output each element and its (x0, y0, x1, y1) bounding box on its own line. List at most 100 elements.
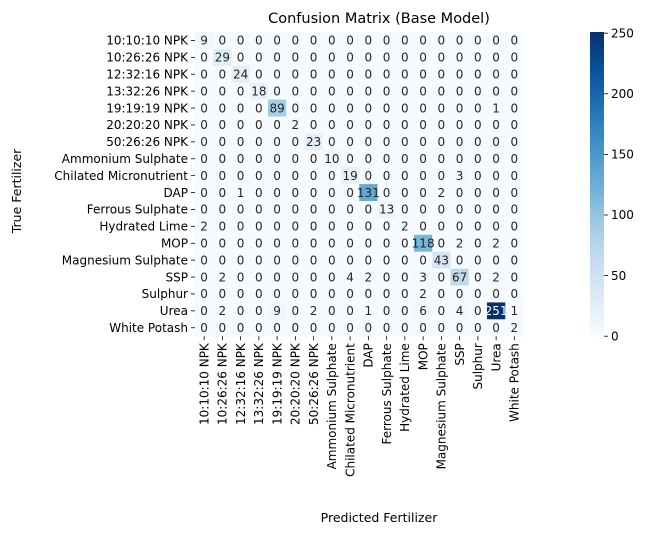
cell-value: 0 (438, 67, 446, 81)
heatmap-cell (213, 65, 232, 84)
cell-value: 0 (438, 220, 446, 234)
cell-value: 0 (328, 186, 336, 200)
cell-value: 2 (401, 220, 409, 234)
heatmap-cell (395, 150, 415, 168)
cell-value: 0 (419, 51, 427, 65)
heatmap-cell (322, 116, 342, 134)
heatmap-cell (322, 82, 342, 100)
heatmap-cell (395, 116, 415, 134)
cell-value: 0 (383, 51, 391, 65)
cell-value: 0 (419, 67, 427, 81)
colorbar-tick-label: 150 (611, 148, 634, 162)
cell-value: 0 (328, 236, 336, 250)
heatmap-cell (195, 65, 214, 84)
cell-value: 0 (438, 135, 446, 149)
x-tick-label: 20:20:20 NPK (289, 342, 303, 425)
heatmap-cell (304, 234, 324, 253)
cell-value: 0 (365, 203, 373, 217)
heatmap-cell (213, 82, 232, 100)
cell-value: 0 (328, 135, 336, 149)
cell-value: 0 (346, 34, 354, 48)
cell-value: 1 (237, 186, 245, 200)
heatmap-cell (286, 150, 305, 168)
cell-value: 19 (342, 169, 357, 183)
cell-value: 43 (434, 253, 449, 267)
cell-value: 2 (365, 270, 373, 284)
cell-value: 89 (269, 101, 284, 115)
cell-value: 0 (328, 51, 336, 65)
colorbar-tick-label: 100 (611, 208, 634, 222)
cell-value: 0 (328, 287, 336, 301)
cell-value: 0 (292, 152, 300, 166)
heatmap-cell (450, 302, 470, 320)
cell-value: 0 (438, 152, 446, 166)
cell-value: 0 (200, 67, 208, 81)
heatmap-cell (395, 184, 415, 202)
heatmap-cell (231, 99, 251, 117)
heatmap-cell (414, 234, 433, 253)
cell-value: 0 (219, 220, 227, 234)
y-tick-label: MOP (161, 236, 188, 250)
heatmap-cell (414, 184, 433, 202)
cell-value: 0 (292, 169, 300, 183)
cell-value: 0 (474, 67, 482, 81)
heatmap-cell (304, 201, 324, 219)
cell-value: 0 (456, 287, 464, 301)
heatmap-cell (450, 133, 470, 151)
cell-value: 0 (511, 270, 519, 284)
heatmap-cell (414, 65, 433, 84)
heatmap-cell (377, 201, 397, 219)
cell-value: 0 (492, 152, 500, 166)
heatmap-cell-labels: 9 0 0 0 0 0 0 0 0 0 0 0 0 0 0 0 0 00 29 0 0 0 0 0 0 0 0 0 0 0 0 0 0 0 00 0 2… (200, 34, 518, 335)
cell-value: 0 (346, 135, 354, 149)
cell-value: 0 (237, 270, 245, 284)
heatmap-cell (286, 116, 305, 134)
heatmap-cell (213, 116, 232, 134)
x-tick-label: Hydrated Lime (398, 343, 412, 432)
heatmap-cell (468, 319, 488, 337)
cell-value: 0 (310, 321, 318, 335)
heatmap-cell (505, 319, 524, 337)
cell-value: 0 (474, 169, 482, 183)
x-tick-label: Ferrous Sulphate (380, 343, 394, 444)
heatmap-cell (395, 32, 415, 50)
heatmap-cell (304, 251, 324, 269)
cell-value: 18 (251, 84, 266, 98)
cell-value: 0 (346, 67, 354, 81)
cell-value: 0 (255, 169, 263, 183)
cell-value: 0 (383, 186, 391, 200)
cell-value: 1 (492, 101, 500, 115)
cell-value: 0 (273, 84, 281, 98)
cell-value: 2 (419, 287, 427, 301)
cell-value: 0 (255, 270, 263, 284)
heatmap-cell (487, 217, 506, 236)
heatmap-cell (432, 217, 451, 236)
y-tick-label: 10:26:26 NPK (106, 51, 189, 65)
cell-value: 0 (365, 135, 373, 149)
cell-value: 0 (438, 236, 446, 250)
y-tick-label: 20:20:20 NPK (106, 118, 189, 132)
heatmap-cell (341, 184, 360, 202)
cell-value: 0 (255, 236, 263, 250)
cell-value: 0 (401, 169, 409, 183)
cell-value: 0 (365, 169, 373, 183)
heatmap-cell (322, 217, 342, 236)
heatmap-cell (268, 302, 287, 320)
heatmap-cell (487, 82, 506, 100)
cell-value: 0 (456, 203, 464, 217)
heatmap-cell (286, 184, 305, 202)
heatmap-cell (468, 150, 488, 168)
cell-value: 0 (511, 169, 519, 183)
heatmap-cell (359, 217, 378, 236)
y-tick-label: 12:32:16 NPK (106, 67, 189, 81)
heatmap-cell (231, 234, 251, 253)
heatmap-cell (322, 184, 342, 202)
heatmap-cell (249, 217, 269, 236)
heatmap-cell (395, 65, 415, 84)
cell-value: 0 (273, 118, 281, 132)
y-tick-label: Ferrous Sulphate (87, 203, 188, 217)
heatmap-cell (195, 319, 214, 337)
heatmap-cell (450, 184, 470, 202)
heatmap-cell (432, 48, 451, 67)
heatmap-cell (304, 133, 324, 151)
